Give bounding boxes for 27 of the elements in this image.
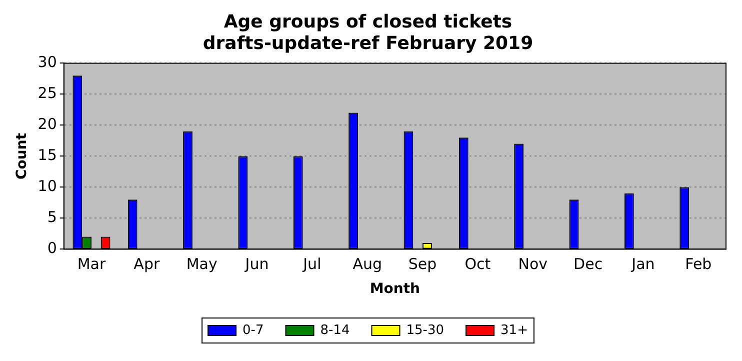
x-tick-label: Jun xyxy=(244,255,269,274)
y-axis-title: Count xyxy=(14,132,30,180)
x-tick-label: Feb xyxy=(685,255,712,274)
x-tick-label: Dec xyxy=(574,255,603,274)
x-tick-label: May xyxy=(186,255,218,274)
x-tick-label: Aug xyxy=(352,255,382,274)
x-tick-label: Nov xyxy=(518,255,548,274)
x-axis-title: Month xyxy=(370,281,420,298)
y-tick-label: 30 xyxy=(38,53,57,72)
y-tick-label: 15 xyxy=(38,146,57,164)
legend-label: 8-14 xyxy=(320,322,350,338)
legend-label: 15-30 xyxy=(406,322,444,338)
chart-title: Age groups of closed tickets xyxy=(224,11,512,32)
y-tick-label: 20 xyxy=(38,115,57,134)
y-tick-label: 10 xyxy=(38,177,57,196)
x-tick-label: Mar xyxy=(77,255,106,274)
x-tick-label: Sep xyxy=(408,255,437,274)
y-tick-label: 5 xyxy=(47,208,57,226)
y-tick-label: 0 xyxy=(47,239,57,258)
x-tick-label: Jul xyxy=(302,255,322,274)
legend-label: 31+ xyxy=(500,322,528,338)
x-tick-label: Oct xyxy=(464,255,491,274)
y-tick-label: 25 xyxy=(38,84,57,102)
chart-subtitle: drafts-update-ref February 2019 xyxy=(202,33,534,54)
x-tick-label: Apr xyxy=(134,255,160,274)
legend-label: 0-7 xyxy=(242,322,264,338)
x-tick-label: Jan xyxy=(630,255,655,274)
